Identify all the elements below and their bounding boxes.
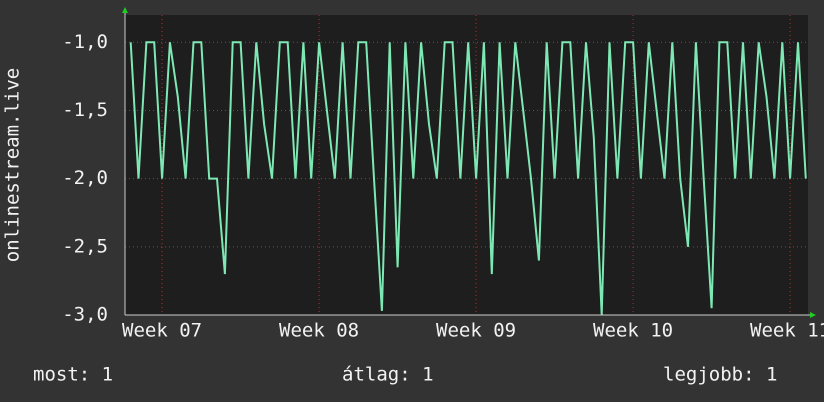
y-tick-label: -1,0 <box>62 31 108 53</box>
x-tick-label: Week 11 <box>750 320 824 342</box>
legend-stat: átlag: 1 <box>342 364 434 386</box>
x-tick-label: Week 08 <box>279 320 359 342</box>
legend-stat: most: 1 <box>33 364 113 386</box>
x-tick-label: Week 09 <box>436 320 516 342</box>
y-tick-label: -2,5 <box>62 235 108 257</box>
x-arrow <box>810 312 816 318</box>
data-line <box>129 41 807 315</box>
y-arrow <box>122 7 128 13</box>
x-tick-label: Week 10 <box>593 320 673 342</box>
y-tick-label: -1,5 <box>62 99 108 121</box>
y-tick-label: -3,0 <box>62 304 108 326</box>
plot <box>129 41 807 315</box>
y-tick-label: -2,0 <box>62 167 108 189</box>
x-tick-label: Week 07 <box>122 320 202 342</box>
y-axis-label: onlinestream.live <box>2 68 24 262</box>
legend-stat: legjobb: 1 <box>663 364 777 386</box>
